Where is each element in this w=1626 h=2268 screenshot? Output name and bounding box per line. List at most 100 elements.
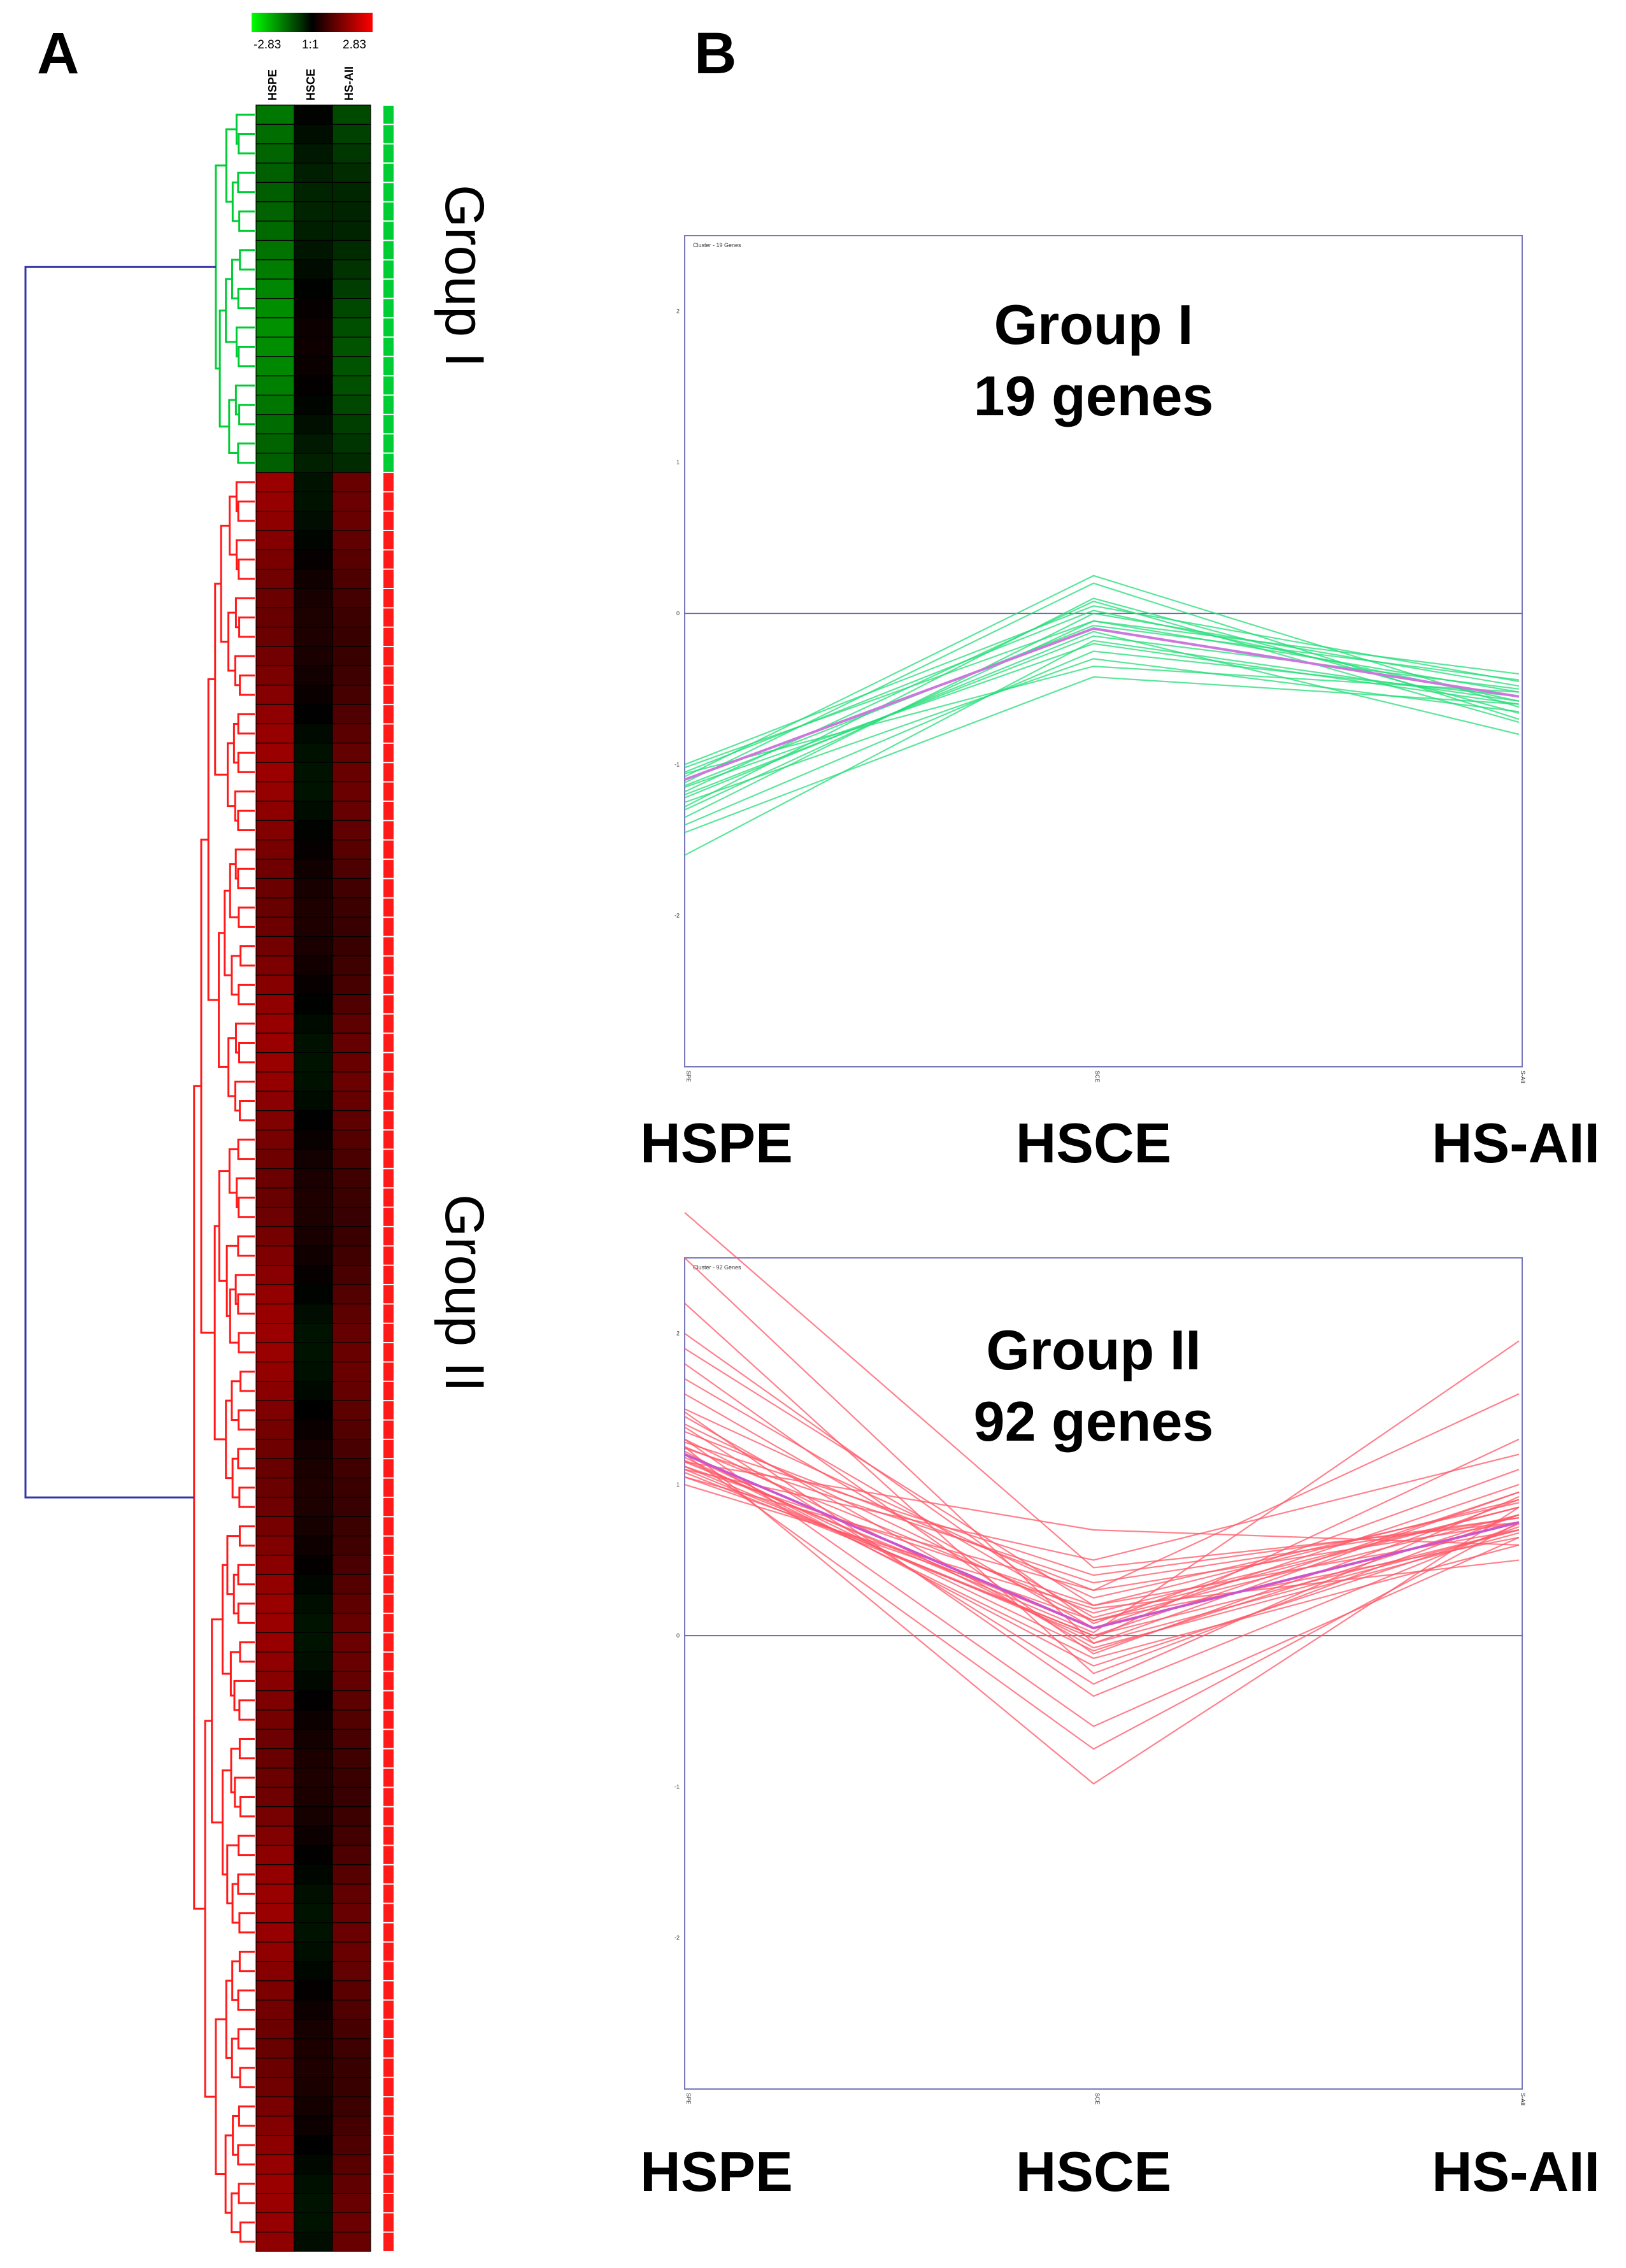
group-bar-cell (383, 763, 394, 781)
group-bar-cell (383, 280, 394, 298)
group-ii-label: Group II (434, 1194, 495, 1392)
heatmap-cell (294, 1960, 333, 1981)
heatmap-cell (255, 298, 295, 318)
dendrogram-branch (237, 2028, 255, 2050)
heatmap-cell (332, 801, 371, 821)
group-i-label: Group I (434, 185, 495, 367)
group-bar-cell (383, 647, 394, 666)
heatmap-cell (294, 665, 333, 686)
heatmap-cell (255, 1825, 295, 1846)
dendrogram-branch (234, 1776, 255, 1808)
heatmap-cell (294, 1516, 333, 1537)
y-tick-label: 0 (676, 610, 680, 617)
heatmap-cell (255, 607, 295, 628)
y-tick-label: 2 (676, 1330, 680, 1337)
heatmap-cell (255, 1400, 295, 1421)
x-label-hsce: HSCE (1016, 2140, 1172, 2203)
dendrogram-branch (238, 617, 255, 638)
heatmap-cell (332, 182, 371, 203)
dendrogram-branch (213, 1225, 226, 1441)
heatmap-cell (332, 394, 371, 415)
heatmap-cell (255, 2115, 295, 2136)
group-bar-cell (383, 125, 394, 143)
heatmap-cell (255, 1361, 295, 1382)
heatmap-cell (255, 1090, 295, 1111)
gene-profile-line (684, 639, 1520, 856)
heatmap-cell (294, 916, 333, 938)
dendrogram-branch (204, 1720, 216, 2098)
group-bar-cell (383, 879, 394, 897)
gene-profile-line (684, 1483, 1520, 1609)
heatmap-cell (294, 1864, 333, 1885)
heatmap-cell (294, 201, 333, 222)
heatmap-cell (332, 278, 371, 299)
x-axis-ticks: SPE SCE S-AII (685, 1071, 1526, 1083)
group-bar-cell (383, 2213, 394, 2232)
group-bar-cell (383, 1807, 394, 1826)
heatmap-cell (332, 1632, 371, 1653)
heatmap-cell (255, 1999, 295, 2020)
group-bar-cell (383, 2001, 394, 2019)
dendrogram-branch (237, 1235, 255, 1257)
heatmap-cell (332, 1516, 371, 1537)
heatmap-cell (332, 1709, 371, 1730)
heatmap-cell (332, 723, 371, 744)
heatmap-cell (294, 1168, 333, 1188)
heatmap-cell (332, 1361, 371, 1382)
dendrogram-branch (235, 481, 255, 513)
group-bar-cell (383, 1691, 394, 1709)
heatmap-cell (255, 414, 295, 434)
x-tick-label: SPE (685, 1071, 692, 1082)
heatmap-cell (255, 2077, 295, 2097)
heatmap-cell (255, 2019, 295, 2039)
heatmap-cell (332, 1574, 371, 1595)
group-bar-cell (383, 357, 394, 376)
heatmap-cell (255, 1245, 295, 1266)
heatmap-cell (255, 2096, 295, 2117)
heatmap-cell (332, 1323, 371, 1343)
group-bar-cell (383, 222, 394, 240)
group-bar-cell (383, 1034, 394, 1052)
heatmap-cell (255, 2212, 295, 2233)
cluster-tag: Cluster - 19 Genes (693, 242, 741, 248)
heatmap-cell (332, 859, 371, 880)
heatmap-cell (332, 1497, 371, 1517)
group-bar-cell (383, 782, 394, 801)
dendrogram-root-branch (24, 266, 216, 1499)
group-bar-cell (383, 1981, 394, 2000)
group-bar-cell (383, 2039, 394, 2058)
dendrogram-branch (237, 1293, 255, 1315)
heatmap-cell (332, 569, 371, 589)
heatmap-cell (294, 1941, 333, 1962)
heatmap-cell (255, 1265, 295, 1285)
heatmap-cell (332, 2115, 371, 2136)
heatmap-cell (294, 646, 333, 667)
dendrogram-branch (238, 906, 255, 928)
heatmap-cell (294, 1574, 333, 1595)
dendrogram-branch (238, 133, 255, 155)
heatmap-cell (332, 1999, 371, 2020)
group-bar-cell (383, 860, 394, 878)
dendrogram-branch (193, 1085, 206, 1910)
heatmap-cell (294, 1555, 333, 1575)
group-bar-cell (383, 1710, 394, 1729)
heatmap-cell (255, 723, 295, 744)
gene-profile-line (684, 1257, 1520, 1644)
group-color-bar (383, 106, 394, 2251)
gene-profile-line (684, 1438, 1520, 1727)
group-bar-cell (383, 705, 394, 724)
heatmap-cell (332, 220, 371, 241)
heatmap-cell (255, 2154, 295, 2175)
dendrogram-branch (238, 210, 255, 232)
heatmap-cell (332, 2212, 371, 2233)
dendrogram-branch (239, 2221, 255, 2243)
heatmap-cell (294, 1419, 333, 1440)
heatmap-cell (255, 1323, 295, 1343)
heatmap-cell (255, 1536, 295, 1556)
heatmap-cell (294, 1748, 333, 1769)
heatmap-cell (255, 646, 295, 667)
dendrogram-branch (238, 2105, 255, 2127)
heatmap-cell (255, 472, 295, 492)
chart-subtitle: 19 genes (974, 364, 1214, 427)
heatmap-cell (255, 1032, 295, 1053)
